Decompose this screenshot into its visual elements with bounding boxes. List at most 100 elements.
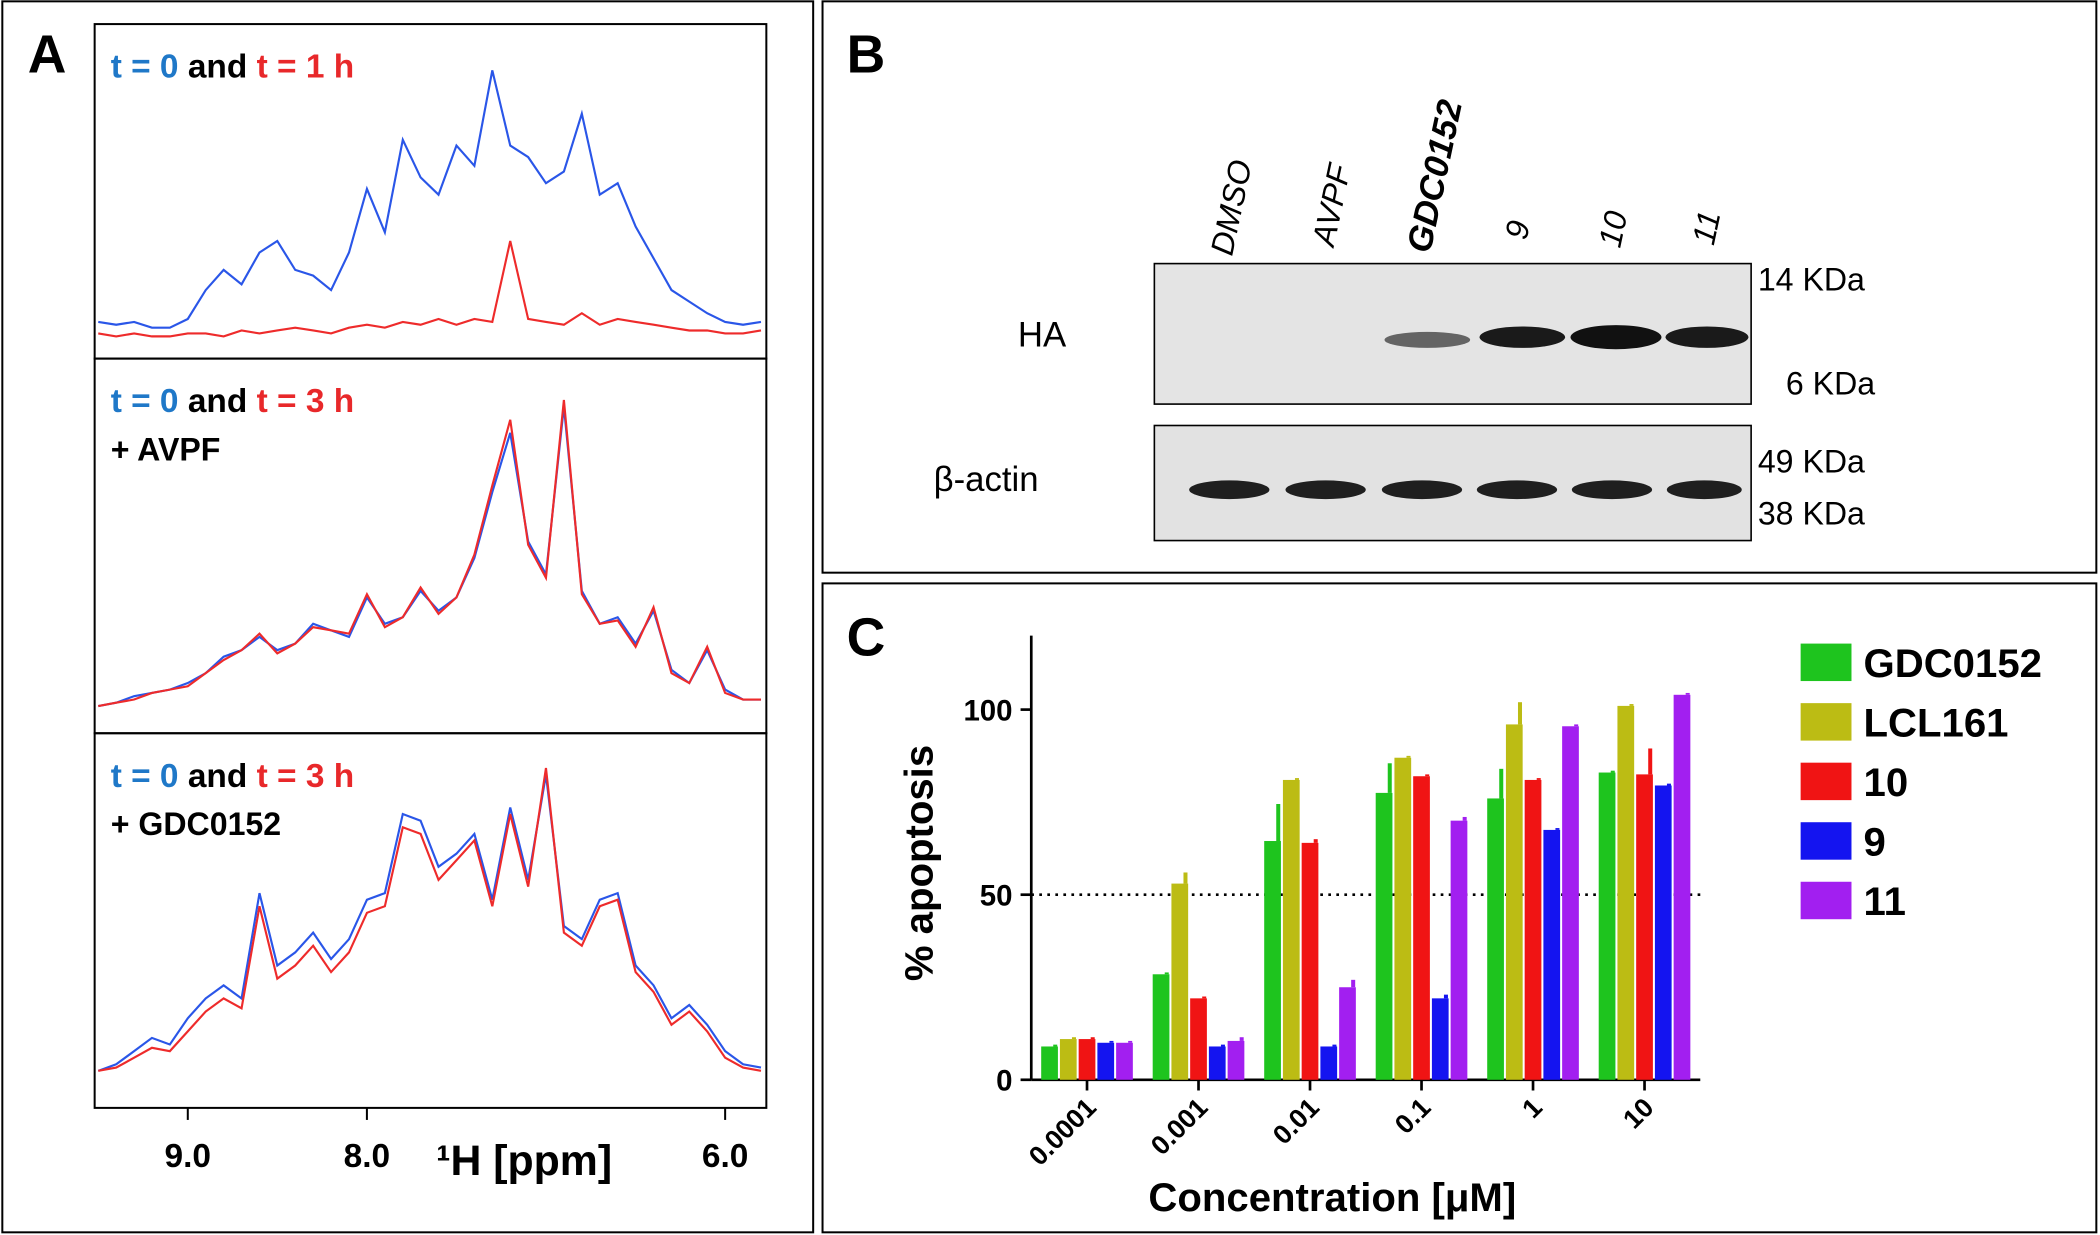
bar <box>1208 1046 1226 1080</box>
bar <box>1413 776 1430 1080</box>
bar <box>1562 726 1579 1080</box>
bar <box>1375 792 1393 1080</box>
panel-label: C <box>847 609 886 668</box>
bar <box>1654 785 1672 1080</box>
legend-text: and <box>188 758 247 795</box>
legend-text: t = 0 <box>111 383 179 420</box>
legend-text: and <box>188 383 247 420</box>
legend-text: t = 0 <box>111 49 179 86</box>
legend-text: t = 1 h <box>257 49 355 86</box>
bar <box>1116 1042 1133 1080</box>
bar <box>1673 694 1691 1080</box>
plot-frame <box>93 732 768 1109</box>
lane-label: 10 <box>1592 208 1635 251</box>
row-label: HA <box>1018 317 1067 355</box>
y-tick-label: 0 <box>996 1064 1012 1097</box>
x-axis-label: ¹H [ppm] <box>436 1137 612 1185</box>
x-tick-label: 9.0 <box>165 1138 211 1175</box>
x-tick-label: 10 <box>1617 1092 1659 1134</box>
x-tick-label: 0.01 <box>1267 1092 1325 1150</box>
bar <box>1524 779 1542 1080</box>
band <box>1189 480 1270 500</box>
bar <box>1097 1042 1115 1080</box>
x-tick-label: 0.001 <box>1145 1092 1214 1161</box>
bar <box>1636 774 1653 1080</box>
bar <box>1487 798 1504 1080</box>
bar <box>1264 841 1281 1080</box>
bar <box>1339 987 1356 1080</box>
panel-b-frame <box>821 0 2098 574</box>
bar <box>1059 1039 1077 1080</box>
marker-label: 6 KDa <box>1786 366 1875 402</box>
bar <box>1282 779 1300 1080</box>
bar <box>1227 1040 1245 1080</box>
blot: DMSO AVPF GDC0152 9 10 11 HA β-actin 14 … <box>934 97 1875 542</box>
panel-label: A <box>28 25 67 84</box>
bar <box>1598 772 1616 1080</box>
lane-label: DMSO <box>1204 157 1259 259</box>
spectrum-line <box>98 399 761 708</box>
legend-text: t = 3 h <box>257 383 355 420</box>
legend-swatch <box>1800 822 1852 860</box>
spectrum-line <box>98 240 762 338</box>
lane-label: 11 <box>1685 208 1727 248</box>
bar <box>1078 1039 1096 1080</box>
spectrum-line <box>98 70 762 329</box>
legend-label: GDC0152 <box>1864 641 2042 686</box>
lane-label: 9 <box>1498 217 1537 242</box>
lane-label: GDC0152 <box>1401 97 1470 256</box>
x-tick-label: 1 <box>1516 1092 1548 1124</box>
annotation: + AVPF <box>111 431 221 467</box>
spectrum-line <box>98 767 762 1072</box>
y-axis-label: % apoptosis <box>896 745 941 981</box>
marker-label: 38 KDa <box>1758 496 1865 532</box>
band <box>1666 480 1742 500</box>
bar <box>1450 820 1468 1080</box>
band <box>1665 326 1749 348</box>
legend-swatch <box>1800 762 1852 801</box>
band <box>1476 480 1558 500</box>
x-tick-label: 6.0 <box>702 1138 748 1175</box>
legend-swatch <box>1800 643 1852 682</box>
band <box>1570 325 1662 350</box>
legend-label: LCL161 <box>1864 701 2009 746</box>
legend-label: 10 <box>1864 760 1909 805</box>
bar <box>1171 883 1189 1080</box>
legend-text: and <box>188 49 247 86</box>
bar <box>1301 842 1319 1080</box>
panel-c-frame <box>821 582 2098 1234</box>
bar <box>1505 724 1523 1080</box>
bar <box>1152 974 1170 1080</box>
row-label: β-actin <box>934 461 1039 499</box>
panel-label: B <box>847 25 886 84</box>
legend-label: 11 <box>1864 879 1906 924</box>
x-tick-label: 0.0001 <box>1023 1092 1102 1171</box>
marker-label: 49 KDa <box>1758 443 1865 479</box>
bar <box>1543 829 1561 1080</box>
marker-label: 14 KDa <box>1758 261 1865 297</box>
legend-text: t = 0 <box>111 758 179 795</box>
band <box>1479 326 1566 348</box>
lane-label: AVPF <box>1305 159 1358 251</box>
band <box>1381 480 1463 500</box>
bar <box>1431 998 1449 1080</box>
x-tick-label: 0.1 <box>1389 1092 1437 1140</box>
bar <box>1617 705 1635 1080</box>
bar <box>1041 1046 1058 1080</box>
legend-swatch <box>1800 881 1852 920</box>
bar <box>1394 757 1412 1080</box>
spectrum-line <box>97 774 762 1072</box>
annotation: + GDC0152 <box>111 806 281 842</box>
x-axis-label: Concentration [μM] <box>1148 1175 1516 1220</box>
blot-strip <box>1153 424 1752 542</box>
band <box>1384 331 1471 348</box>
band <box>1571 480 1653 500</box>
bar <box>1320 1046 1338 1080</box>
legend: t = 0 and t = 1 h <box>111 49 354 86</box>
legend-swatch <box>1800 703 1852 741</box>
y-tick-label: 50 <box>980 879 1013 912</box>
panel-a-frame <box>1 0 815 1234</box>
y-tick-label: 100 <box>963 694 1012 727</box>
band <box>1285 480 1366 500</box>
